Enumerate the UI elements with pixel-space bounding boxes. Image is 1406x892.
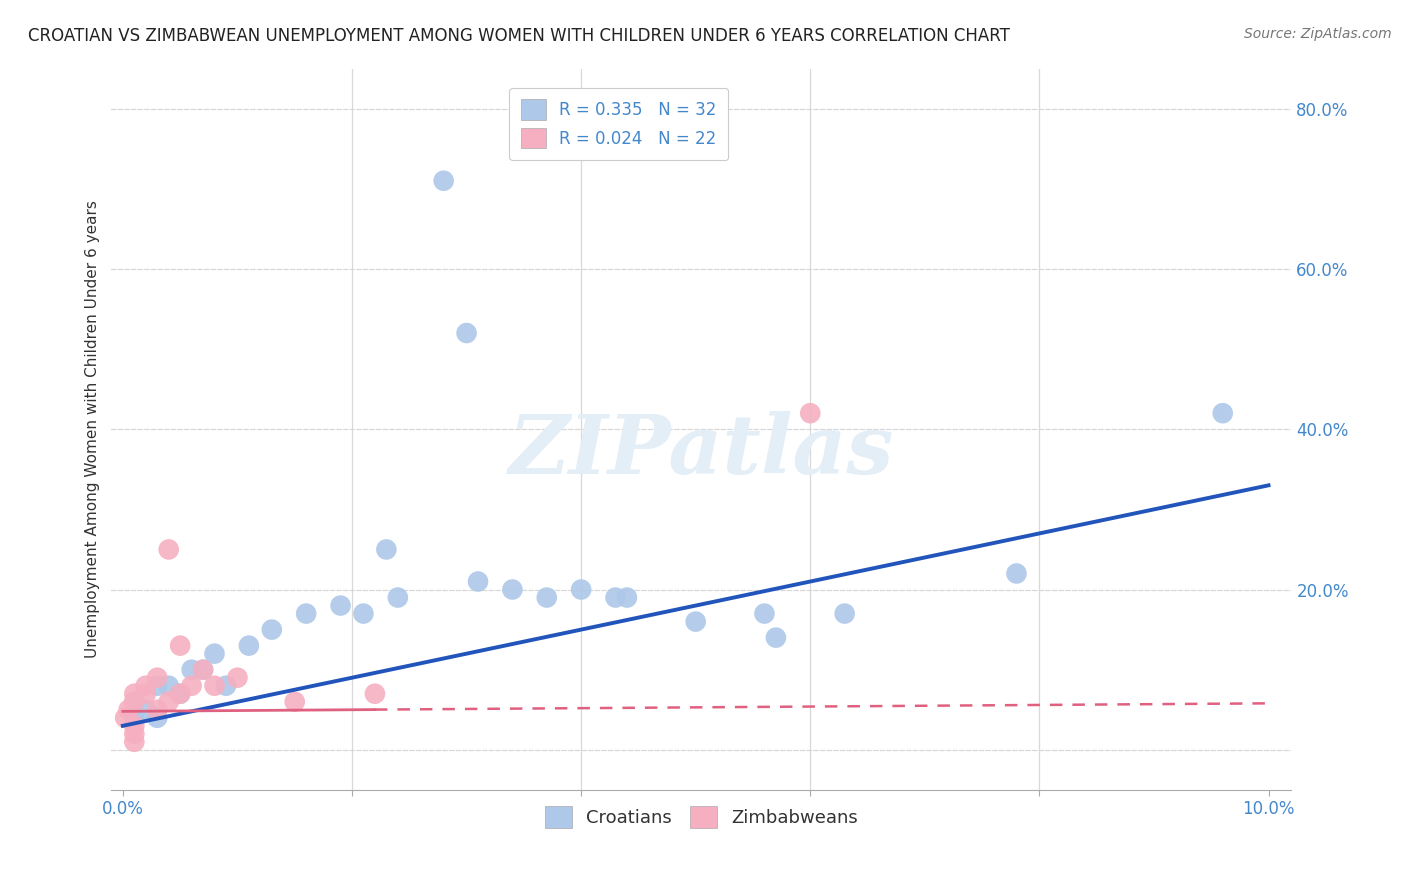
Point: [146, 703, 169, 717]
Text: CROATIAN VS ZIMBABWEAN UNEMPLOYMENT AMONG WOMEN WITH CHILDREN UNDER 6 YEARS CORR: CROATIAN VS ZIMBABWEAN UNEMPLOYMENT AMON…: [28, 27, 1010, 45]
Point: [157, 695, 180, 709]
Point: [124, 687, 146, 701]
Point: [685, 615, 707, 629]
Point: [157, 542, 180, 557]
Point: [284, 695, 307, 709]
Legend: Croatians, Zimbabweans: Croatians, Zimbabweans: [537, 798, 866, 835]
Point: [191, 663, 214, 677]
Point: [1212, 406, 1234, 420]
Point: [114, 711, 136, 725]
Point: [364, 687, 387, 701]
Point: [124, 695, 146, 709]
Point: [295, 607, 318, 621]
Point: [169, 639, 191, 653]
Point: [353, 607, 375, 621]
Point: [204, 679, 226, 693]
Point: [387, 591, 409, 605]
Point: [191, 663, 214, 677]
Point: [501, 582, 523, 597]
Point: [146, 671, 169, 685]
Point: [456, 326, 478, 340]
Point: [834, 607, 856, 621]
Point: [117, 703, 139, 717]
Text: Source: ZipAtlas.com: Source: ZipAtlas.com: [1244, 27, 1392, 41]
Point: [375, 542, 398, 557]
Point: [169, 687, 191, 701]
Point: [799, 406, 821, 420]
Point: [569, 582, 592, 597]
Point: [238, 639, 260, 653]
Point: [135, 687, 157, 701]
Point: [169, 687, 191, 701]
Point: [180, 679, 202, 693]
Point: [204, 647, 226, 661]
Point: [124, 719, 146, 733]
Point: [765, 631, 787, 645]
Point: [135, 703, 157, 717]
Point: [135, 679, 157, 693]
Point: [146, 711, 169, 725]
Point: [433, 174, 456, 188]
Point: [754, 607, 776, 621]
Point: [180, 663, 202, 677]
Point: [157, 679, 180, 693]
Point: [124, 695, 146, 709]
Point: [260, 623, 283, 637]
Point: [1005, 566, 1028, 581]
Point: [616, 591, 638, 605]
Point: [215, 679, 238, 693]
Point: [146, 679, 169, 693]
Point: [605, 591, 627, 605]
Point: [226, 671, 249, 685]
Y-axis label: Unemployment Among Women with Children Under 6 years: Unemployment Among Women with Children U…: [86, 201, 100, 658]
Text: ZIPatlas: ZIPatlas: [509, 411, 894, 491]
Point: [124, 727, 146, 741]
Point: [124, 711, 146, 725]
Point: [124, 735, 146, 749]
Point: [329, 599, 352, 613]
Point: [536, 591, 558, 605]
Point: [467, 574, 489, 589]
